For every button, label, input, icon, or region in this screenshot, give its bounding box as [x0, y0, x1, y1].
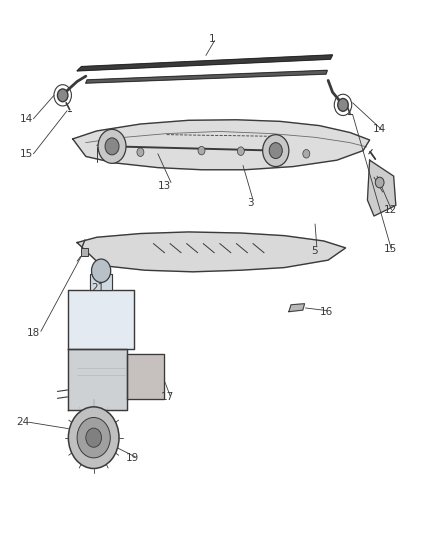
- Circle shape: [105, 138, 119, 155]
- Text: 17: 17: [161, 392, 174, 402]
- Text: 3: 3: [247, 198, 254, 208]
- Polygon shape: [68, 290, 134, 349]
- Circle shape: [57, 89, 68, 102]
- Circle shape: [198, 147, 205, 155]
- Polygon shape: [68, 349, 127, 410]
- Polygon shape: [86, 70, 327, 83]
- Circle shape: [68, 407, 119, 469]
- Polygon shape: [73, 120, 370, 169]
- Text: 19: 19: [126, 453, 139, 463]
- Polygon shape: [127, 354, 164, 399]
- Text: 24: 24: [16, 417, 29, 427]
- Text: 13: 13: [158, 181, 171, 191]
- Text: 21: 21: [91, 283, 104, 293]
- Text: 14: 14: [20, 114, 34, 124]
- Circle shape: [263, 135, 289, 166]
- Circle shape: [303, 150, 310, 158]
- Text: 18: 18: [27, 328, 40, 338]
- Text: 14: 14: [373, 124, 386, 134]
- Text: 5: 5: [311, 246, 318, 255]
- Polygon shape: [367, 160, 396, 216]
- Circle shape: [98, 130, 126, 164]
- Circle shape: [86, 428, 102, 447]
- Polygon shape: [77, 232, 346, 272]
- Polygon shape: [289, 304, 304, 312]
- Text: 15: 15: [384, 245, 397, 254]
- Text: 12: 12: [384, 205, 397, 215]
- Circle shape: [77, 417, 110, 458]
- Circle shape: [92, 259, 111, 282]
- Bar: [81, 248, 88, 256]
- Text: 16: 16: [319, 306, 332, 317]
- Text: 1: 1: [209, 34, 216, 44]
- Circle shape: [237, 147, 244, 156]
- Circle shape: [137, 148, 144, 157]
- Text: 15: 15: [20, 149, 34, 159]
- Circle shape: [375, 177, 384, 188]
- Polygon shape: [90, 274, 112, 290]
- Circle shape: [269, 143, 283, 159]
- Circle shape: [338, 99, 348, 111]
- Polygon shape: [77, 55, 332, 71]
